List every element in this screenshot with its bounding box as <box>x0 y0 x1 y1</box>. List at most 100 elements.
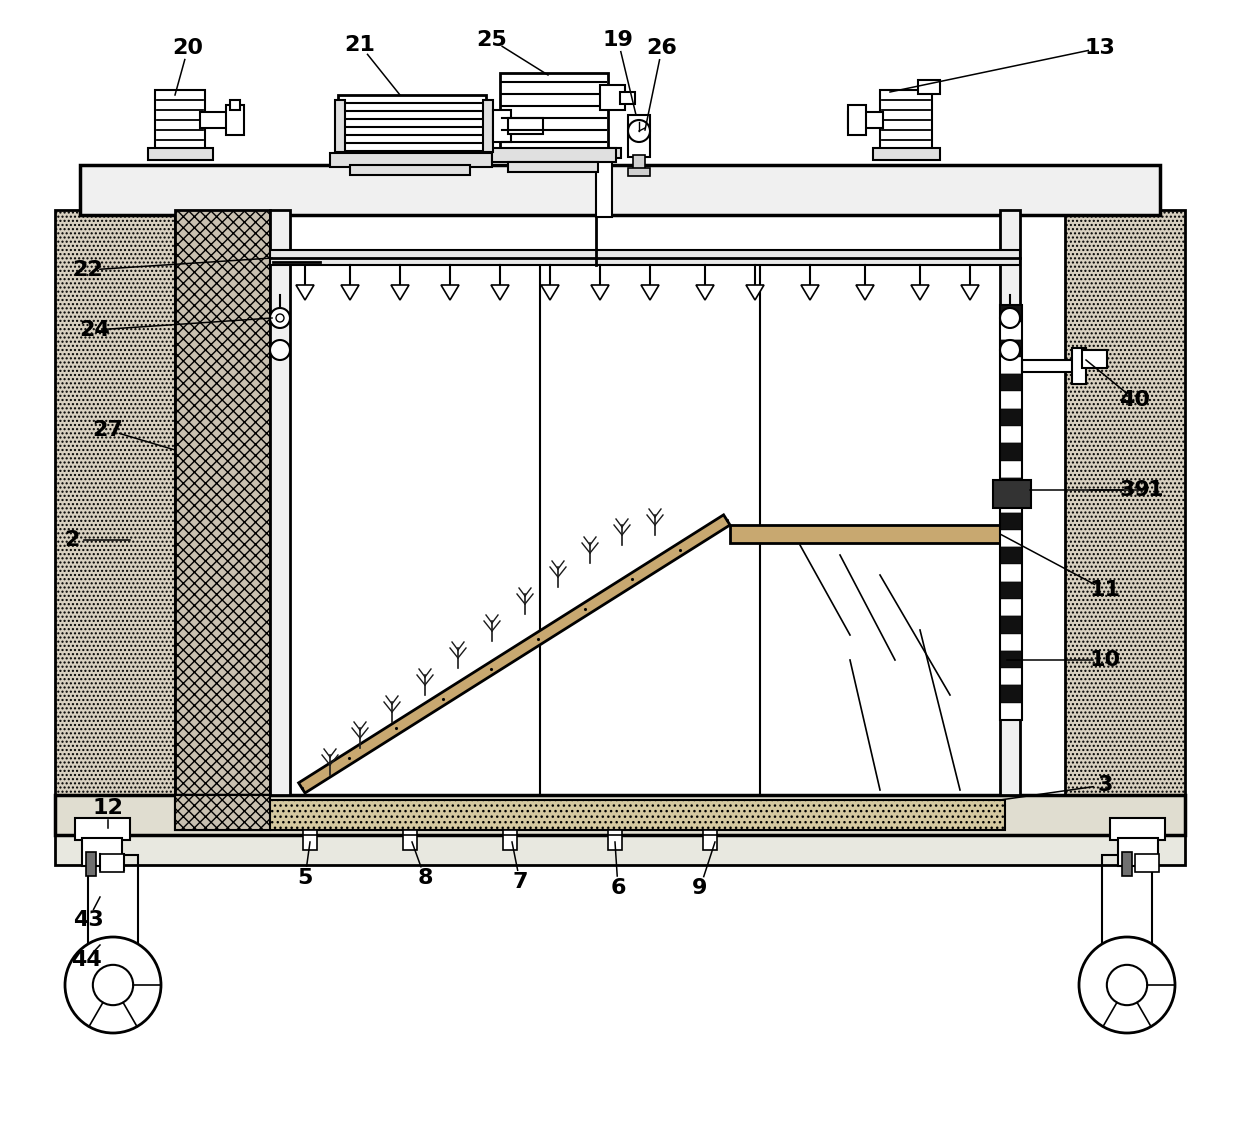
Bar <box>999 650 1022 668</box>
Polygon shape <box>341 286 360 300</box>
Bar <box>200 112 229 128</box>
Bar <box>730 525 999 543</box>
Bar <box>503 830 517 850</box>
Bar <box>999 530 1022 547</box>
Bar <box>999 357 1022 374</box>
Circle shape <box>277 314 284 322</box>
Bar <box>74 818 130 840</box>
Bar <box>999 547 1022 564</box>
Bar <box>999 702 1022 719</box>
Bar <box>350 165 470 174</box>
Bar <box>403 830 417 850</box>
Bar <box>175 800 1004 830</box>
Circle shape <box>1107 965 1147 1005</box>
Bar <box>55 835 1185 864</box>
Bar <box>999 599 1022 616</box>
Bar <box>86 852 95 876</box>
Circle shape <box>93 965 133 1005</box>
Bar <box>627 168 650 176</box>
Bar <box>632 155 645 170</box>
Bar <box>999 305 1022 322</box>
Bar <box>999 668 1022 685</box>
Text: 8: 8 <box>417 868 433 888</box>
Bar <box>226 105 244 135</box>
Bar <box>703 830 717 850</box>
Text: 44: 44 <box>71 949 102 970</box>
Bar <box>175 210 270 800</box>
Text: 1: 1 <box>1147 480 1163 500</box>
Text: 40: 40 <box>1120 390 1151 410</box>
Text: 39: 39 <box>1120 480 1151 500</box>
Polygon shape <box>591 286 609 300</box>
Text: 25: 25 <box>476 29 507 50</box>
Text: 21: 21 <box>345 35 376 56</box>
Bar <box>492 148 616 162</box>
Polygon shape <box>801 286 818 300</box>
Polygon shape <box>641 286 658 300</box>
Text: 20: 20 <box>172 39 203 58</box>
Text: 9: 9 <box>692 878 708 898</box>
Bar <box>918 80 940 94</box>
Bar <box>993 480 1030 508</box>
Bar <box>848 112 883 128</box>
Bar <box>270 210 290 795</box>
Polygon shape <box>299 514 730 793</box>
Bar <box>999 392 1022 409</box>
Bar <box>999 340 1022 357</box>
Bar <box>88 855 138 960</box>
Bar <box>600 85 625 110</box>
Polygon shape <box>746 286 764 300</box>
Bar <box>55 210 175 835</box>
Text: 2: 2 <box>64 530 79 550</box>
Circle shape <box>999 340 1021 360</box>
Bar <box>494 110 511 142</box>
Bar <box>339 95 486 157</box>
Bar <box>1083 350 1107 368</box>
Bar <box>1022 360 1078 372</box>
Circle shape <box>627 120 650 142</box>
Bar <box>55 795 1185 835</box>
Text: 13: 13 <box>1085 39 1116 58</box>
Polygon shape <box>961 286 980 300</box>
Bar <box>484 100 494 152</box>
Bar <box>1065 210 1185 835</box>
Bar <box>587 148 621 157</box>
Bar <box>999 478 1022 495</box>
Bar <box>880 90 932 152</box>
Text: 7: 7 <box>512 872 528 892</box>
Text: 11: 11 <box>1090 580 1121 600</box>
Bar <box>999 374 1022 392</box>
Text: 6: 6 <box>610 878 626 898</box>
Bar <box>335 100 345 152</box>
Bar <box>82 838 122 866</box>
Polygon shape <box>491 286 508 300</box>
Bar <box>330 153 492 167</box>
Polygon shape <box>441 286 459 300</box>
Bar <box>608 830 622 850</box>
Bar <box>1110 818 1166 840</box>
Bar <box>500 73 608 155</box>
Polygon shape <box>696 286 714 300</box>
Circle shape <box>270 340 290 360</box>
Bar <box>999 564 1022 581</box>
Bar <box>155 90 205 152</box>
Bar <box>999 409 1022 426</box>
Text: 12: 12 <box>93 798 124 818</box>
Polygon shape <box>541 286 559 300</box>
Bar <box>999 512 1022 530</box>
Bar <box>508 162 598 172</box>
Bar <box>627 116 650 157</box>
Text: 3: 3 <box>1097 775 1112 795</box>
Bar <box>999 461 1022 478</box>
Bar <box>508 118 543 134</box>
Bar <box>1073 348 1086 384</box>
Bar <box>999 210 1021 795</box>
Text: 43: 43 <box>73 910 103 930</box>
Bar <box>873 148 940 160</box>
Bar <box>999 443 1022 461</box>
Bar <box>999 633 1022 650</box>
Polygon shape <box>296 286 314 300</box>
Bar <box>1102 855 1152 960</box>
Bar <box>999 305 1022 719</box>
Bar <box>1118 838 1158 866</box>
